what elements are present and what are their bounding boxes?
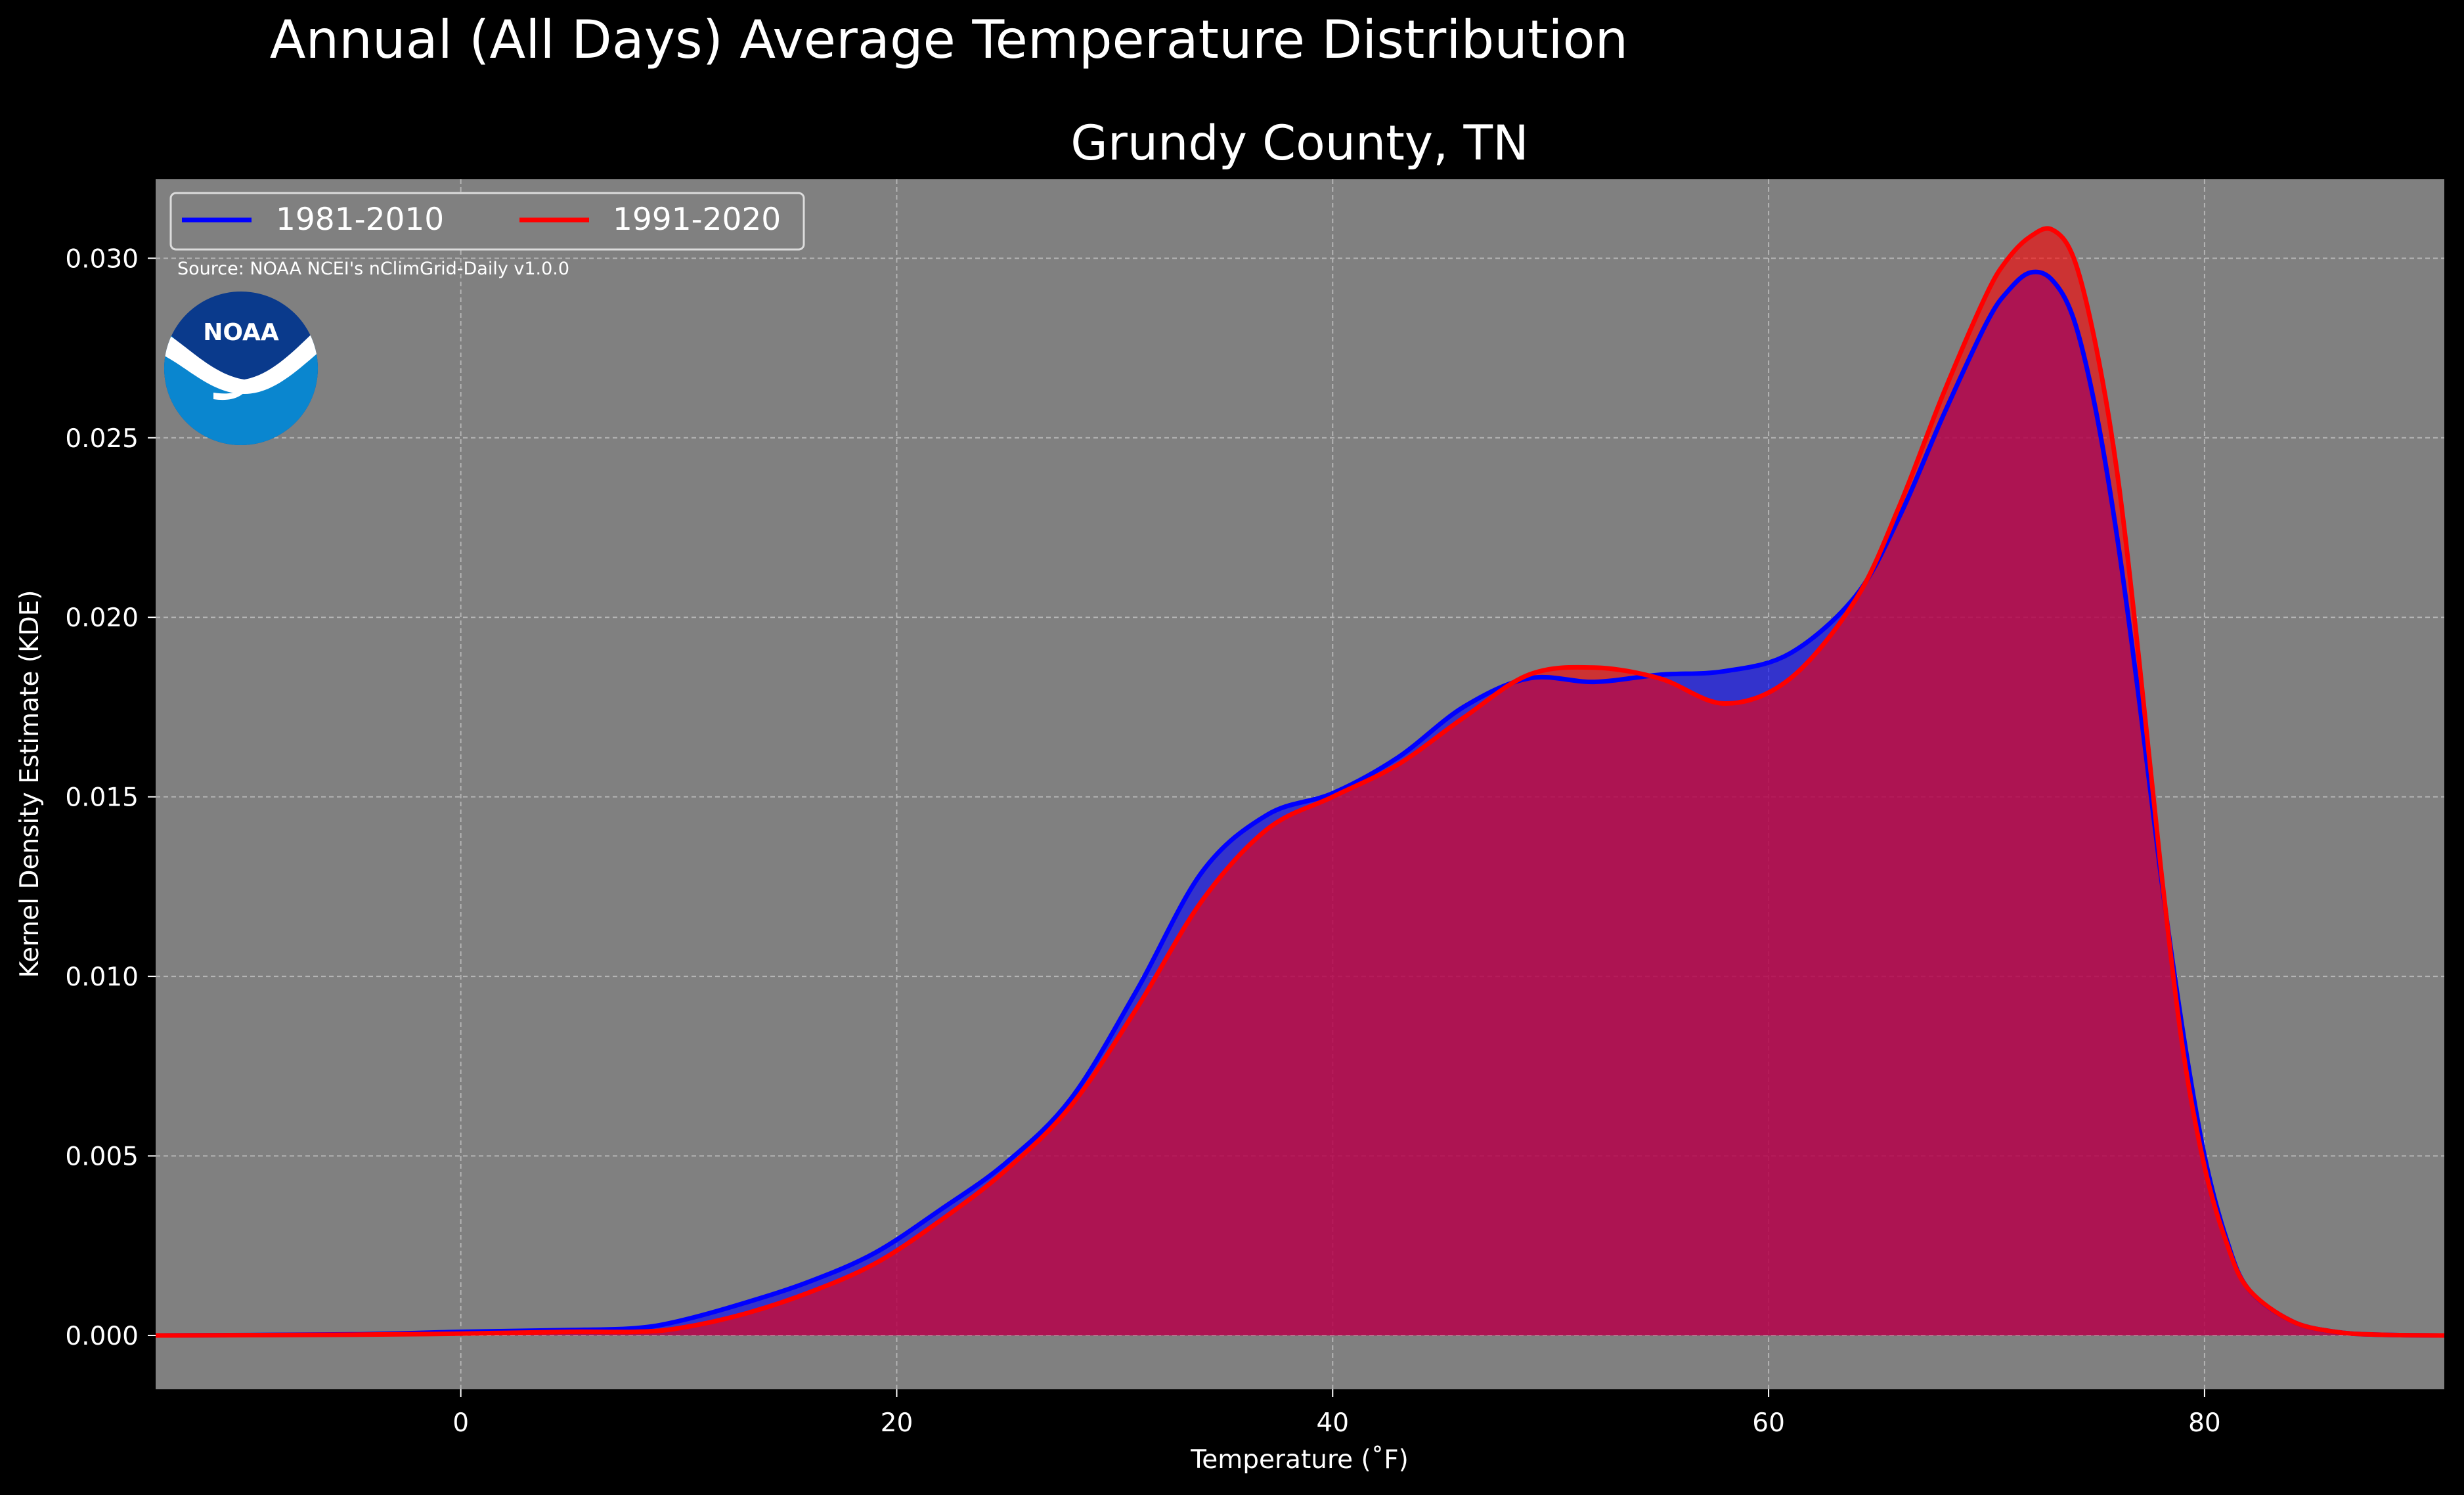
legend-label-1981-2010: 1981-2010 — [276, 202, 444, 238]
figure-suptitle: Annual (All Days) Average Temperature Di… — [270, 9, 1628, 70]
y-tick-label: 0.020 — [65, 603, 139, 633]
legend: 1981-2010 1991-2020 — [171, 193, 804, 249]
x-axis-ticks: 0 20 40 60 80 — [452, 1389, 2220, 1438]
x-tick-label: 0 — [452, 1408, 469, 1438]
x-tick-label: 40 — [1316, 1408, 1349, 1438]
y-tick-label: 0.015 — [65, 783, 139, 813]
x-tick-label: 80 — [2188, 1408, 2221, 1438]
y-tick-label: 0.030 — [65, 244, 139, 274]
noaa-logo-text: NOAA — [203, 319, 279, 346]
y-axis-ticks: 0.000 0.005 0.010 0.015 0.020 0.025 0.030 — [65, 244, 156, 1351]
y-tick-label: 0.000 — [65, 1322, 139, 1351]
x-axis-label: Temperature (˚F) — [1190, 1445, 1409, 1475]
x-tick-label: 60 — [1752, 1408, 1785, 1438]
x-tick-label: 20 — [881, 1408, 913, 1438]
y-tick-label: 0.005 — [65, 1142, 139, 1172]
y-tick-label: 0.010 — [65, 963, 139, 992]
y-axis-label: Kernel Density Estimate (KDE) — [15, 590, 45, 978]
y-tick-label: 0.025 — [65, 424, 139, 454]
source-note: Source: NOAA NCEI's nClimGrid-Daily v1.0… — [177, 259, 569, 279]
chart-title: Grundy County, TN — [1070, 116, 1528, 171]
legend-label-1991-2020: 1991-2020 — [613, 202, 781, 238]
